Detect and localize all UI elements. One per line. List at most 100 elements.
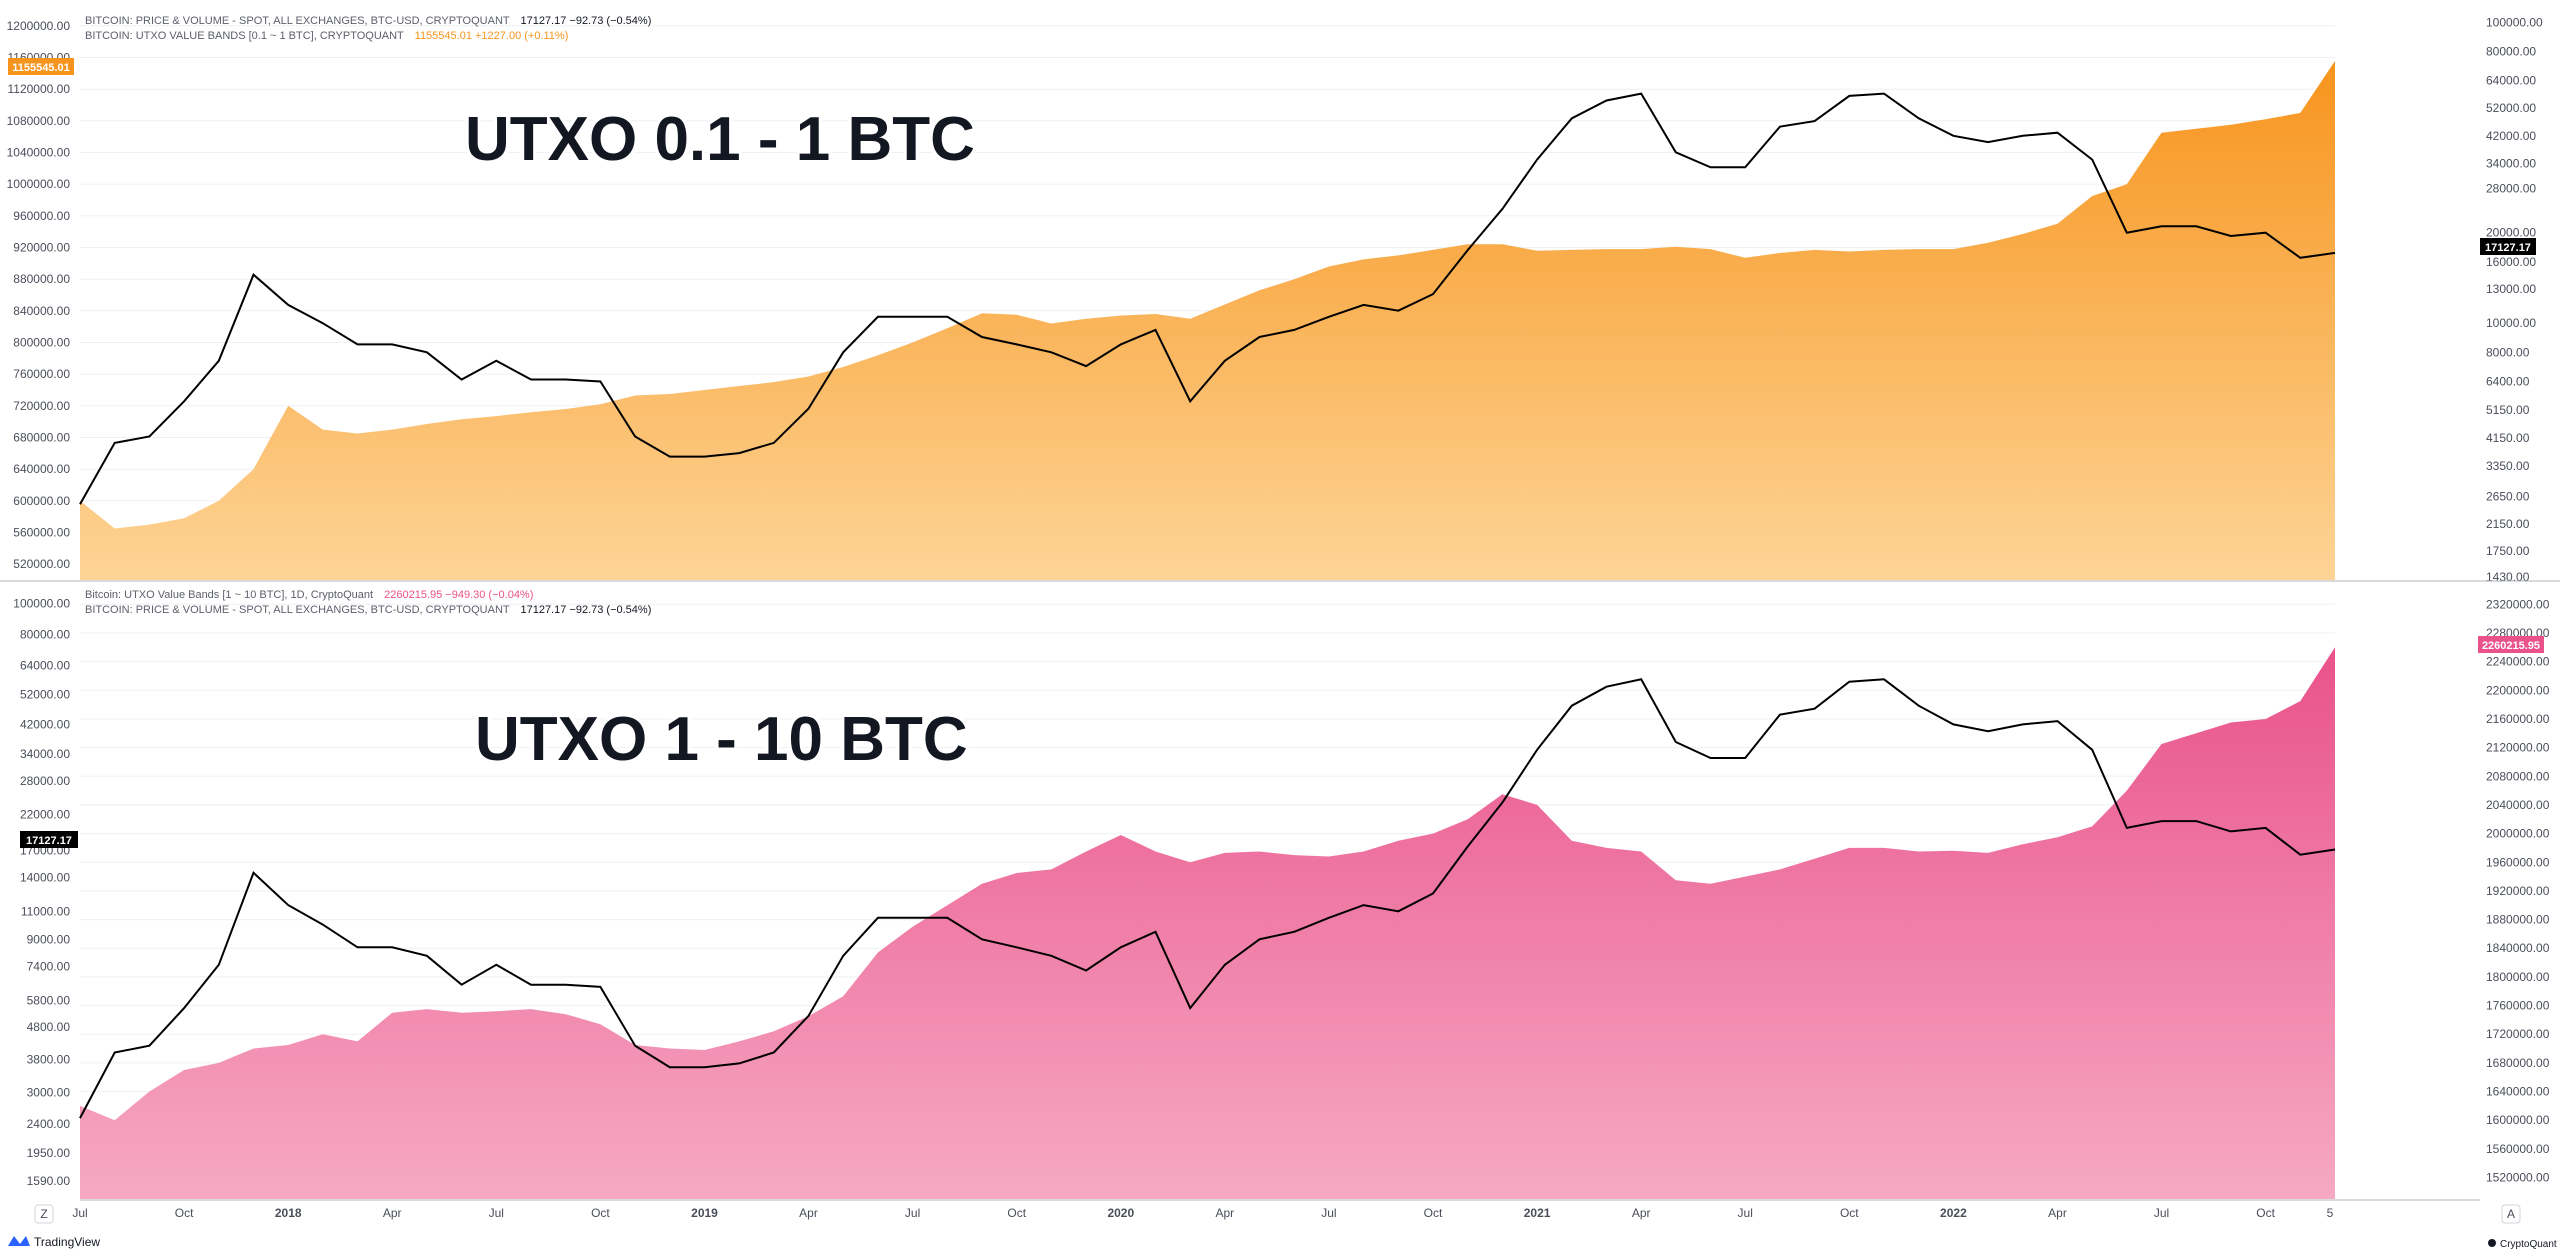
bottom-left-ticks-label: 64000.00 <box>20 659 70 673</box>
x-axis-label: 5 <box>2327 1206 2334 1220</box>
bottom-left-axis: 100000.00 80000.00 64000.00 52000.00 42000.0… <box>13 596 70 1188</box>
bottom-right-ticks-label: 2160000.00 <box>2486 712 2550 726</box>
top-right-ticks-label: 20000.00 <box>2486 226 2536 240</box>
bottom-left-ticks-label: 7400.00 <box>27 960 71 974</box>
x-axis-label: Oct <box>2256 1206 2275 1220</box>
bottom-band-area <box>80 647 2335 1199</box>
x-axis-label: 2021 <box>1524 1206 1551 1220</box>
x-axis-label: Jul <box>1321 1206 1336 1220</box>
bottom-right-ticks-label: 1800000.00 <box>2486 970 2550 984</box>
x-axis-label: Oct <box>1007 1206 1026 1220</box>
bottom-left-ticks-label: 3000.00 <box>27 1086 71 1100</box>
bottom-right-ticks-label: 1600000.00 <box>2486 1113 2550 1127</box>
top-right-ticks-label: 2150.00 <box>2486 517 2530 531</box>
top-left-ticks-label: 1200000.00 <box>7 19 71 33</box>
top-band-area <box>80 61 2335 580</box>
top-right-ticks-label: 28000.00 <box>2486 182 2536 196</box>
x-axis-label: Jul <box>72 1206 87 1220</box>
x-axis-label: 2022 <box>1940 1206 1967 1220</box>
tradingview-logo[interactable]: TradingView <box>8 1235 100 1249</box>
bottom-left-ticks-label: 80000.00 <box>20 627 70 641</box>
svg-text:A: A <box>2507 1207 2515 1221</box>
top-legend-price: BITCOIN: PRICE & VOLUME - SPOT, ALL EXCH… <box>85 15 651 27</box>
bottom-right-ticks-label: 2040000.00 <box>2486 798 2550 812</box>
top-right-ticks-label: 4150.00 <box>2486 431 2530 445</box>
svg-text:CryptoQuant: CryptoQuant <box>2500 1239 2557 1250</box>
top-right-ticks-label: 64000.00 <box>2486 74 2536 88</box>
auto-scale-button[interactable]: A <box>2501 1204 2521 1224</box>
bottom-right-ticks-label: 1760000.00 <box>2486 999 2550 1013</box>
bottom-left-ticks-label: 4800.00 <box>27 1020 71 1034</box>
bottom-right-ticks-label: 2200000.00 <box>2486 683 2550 697</box>
bottom-right-ticks-label: 1560000.00 <box>2486 1142 2550 1156</box>
top-left-ticks-label: 640000.00 <box>13 462 70 476</box>
bottom-right-price-badge: 2260215.95 <box>2478 636 2544 653</box>
top-right-ticks-label: 8000.00 <box>2486 345 2530 359</box>
x-axis-label: Apr <box>799 1206 818 1220</box>
svg-text:1155545.01: 1155545.01 <box>12 62 70 74</box>
x-axis-label: 2019 <box>691 1206 718 1220</box>
bottom-left-ticks-label: 42000.00 <box>20 717 70 731</box>
bottom-right-ticks-label: 1640000.00 <box>2486 1085 2550 1099</box>
svg-text:17127.17: 17127.17 <box>26 835 72 847</box>
x-axis-label: Jul <box>2154 1206 2169 1220</box>
x-axis-label: Oct <box>591 1206 610 1220</box>
x-axis-label: Apr <box>1632 1206 1651 1220</box>
bottom-left-ticks-label: 34000.00 <box>20 747 70 761</box>
top-right-ticks-label: 80000.00 <box>2486 45 2536 59</box>
top-right-ticks-label: 10000.00 <box>2486 316 2536 330</box>
top-right-price-badge: 17127.17 <box>2480 238 2536 255</box>
bottom-legend-price: BITCOIN: PRICE & VOLUME - SPOT, ALL EXCH… <box>85 604 651 616</box>
x-axis-label: 2020 <box>1107 1206 1134 1220</box>
top-panel-title: UTXO 0.1 - 1 BTC <box>465 105 975 174</box>
bottom-right-ticks-label: 1960000.00 <box>2486 855 2550 869</box>
top-right-ticks-label: 100000.00 <box>2486 15 2543 29</box>
top-left-ticks-label: 800000.00 <box>13 336 70 350</box>
svg-text:17127.17: 17127.17 <box>2485 242 2531 254</box>
bottom-panel: 100000.00 80000.00 64000.00 52000.00 42000.0… <box>13 589 2550 1199</box>
top-legend-band: BITCOIN: UTXO VALUE BANDS [0.1 ~ 1 BTC],… <box>85 30 568 42</box>
x-axis-label: Apr <box>1215 1206 1234 1220</box>
bottom-left-ticks-label: 14000.00 <box>20 871 70 885</box>
top-right-ticks-label: 3350.00 <box>2486 459 2530 473</box>
bottom-left-ticks-label: 9000.00 <box>27 932 71 946</box>
top-left-ticks-label: 880000.00 <box>13 272 70 286</box>
top-right-ticks-label: 1750.00 <box>2486 544 2530 558</box>
top-left-ticks-label: 680000.00 <box>13 431 70 445</box>
bottom-right-ticks-label: 1880000.00 <box>2486 913 2550 927</box>
bottom-left-ticks-label: 28000.00 <box>20 774 70 788</box>
x-axis: Jul Oct 2018 Apr Jul Oct 2019 Apr Jul Oct 2020 Apr J… <box>72 1206 2333 1220</box>
top-left-ticks-label: 600000.00 <box>13 494 70 508</box>
bottom-right-ticks-label: 2080000.00 <box>2486 769 2550 783</box>
x-axis-label: Apr <box>383 1206 402 1220</box>
top-left-ticks-label: 840000.00 <box>13 304 70 318</box>
top-right-ticks-label: 2650.00 <box>2486 490 2530 504</box>
reset-left-scale-button[interactable]: Z <box>34 1204 54 1224</box>
bottom-price-line <box>79 678 2336 1119</box>
bottom-left-ticks-label: 5800.00 <box>27 994 71 1008</box>
top-left-ticks-label: 1000000.00 <box>7 177 71 191</box>
bottom-left-ticks-label: 11000.00 <box>21 904 70 918</box>
bottom-right-ticks-label: 1920000.00 <box>2486 884 2550 898</box>
top-right-ticks-label: 13000.00 <box>2486 282 2536 296</box>
bottom-right-ticks-label: 1520000.00 <box>2486 1171 2550 1185</box>
top-left-ticks-label: 1080000.00 <box>7 114 71 128</box>
x-axis-label: Oct <box>1840 1206 1859 1220</box>
bottom-legend-band: Bitcoin: UTXO Value Bands [1 ~ 10 BTC], … <box>85 589 533 601</box>
x-axis-label: Jul <box>489 1206 504 1220</box>
top-left-ticks-label: 560000.00 <box>13 526 70 540</box>
top-right-ticks-label: 1430.00 <box>2486 570 2530 584</box>
bottom-panel-title: UTXO 1 - 10 BTC <box>475 705 968 774</box>
top-left-ticks-label: 920000.00 <box>13 241 70 255</box>
top-left-ticks-label: 760000.00 <box>13 367 70 381</box>
bottom-right-ticks-label: 1840000.00 <box>2486 941 2550 955</box>
x-axis-label: Oct <box>175 1206 194 1220</box>
bottom-right-ticks-label: 1720000.00 <box>2486 1027 2550 1041</box>
x-axis-label: Jul <box>905 1206 920 1220</box>
top-left-axis: 1200000.001160000.001120000.001080000.00… <box>7 19 71 571</box>
top-right-ticks-label: 6400.00 <box>2486 375 2530 389</box>
top-right-ticks-label: 16000.00 <box>2486 255 2536 269</box>
cryptoquant-icon <box>2488 1239 2496 1247</box>
top-panel: 1200000.001160000.001120000.001080000.00… <box>7 15 2543 584</box>
top-right-axis: 100000.00 80000.00 64000.00 52000.00 42000.0… <box>2486 15 2543 584</box>
